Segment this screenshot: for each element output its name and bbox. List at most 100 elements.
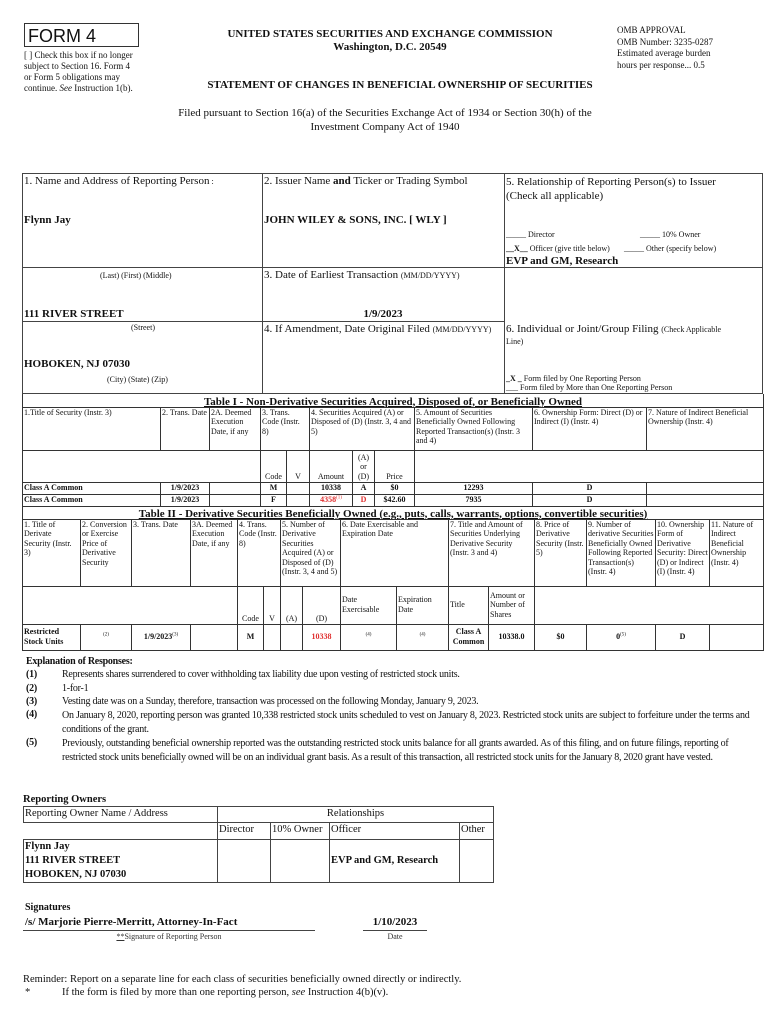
security-title: Class A Common [22,493,161,507]
table2-header: 11. Nature of Indirect Beneficial Owners… [708,518,765,587]
table1-header: 6. Ownership Form: Direct (D) or Indirec… [532,406,647,451]
footnote-ref[interactable]: (1) [336,495,342,501]
table1-subheader-amount: Amount [309,449,353,483]
table2-subheader-d: (D) [302,585,341,625]
box3-label: 3. Date of Earliest Transaction (MM/DD/Y… [264,269,460,282]
issuer-name: JOHN WILEY & SONS, INC. [ WLY ] [264,214,447,226]
blank-cell [656,586,710,624]
officer-title: EVP and GM, Research [506,255,619,267]
blank-cell [191,586,238,624]
derivative-price: $0 [534,623,587,651]
reporting-owners-table: Reporting Owner Name / Address Relations… [23,806,494,883]
explanation-heading: Explanation of Responses: [26,656,133,667]
v-flag [263,623,281,651]
box1-label: 1. Name and Address of Reporting Person … [24,175,214,188]
derivative-title: Restricted Stock Units [22,623,81,651]
security-title: Class A Common [22,481,161,495]
col-officer-header: Officer [329,822,460,840]
a-or-d: D [352,493,375,507]
street-hint: (Street) [131,323,155,332]
box3-label-small: (MM/DD/YYYY) [400,271,460,280]
director-checkbox[interactable]: _____ Director [506,230,555,239]
date-label: Date [387,932,403,941]
owned-following: 0(5) [586,623,656,651]
omb-approval: OMB APPROVAL OMB Number: 3235-0287 Estim… [617,25,713,71]
table1-subheader-a-or-d: (A) or (D) [352,449,375,483]
underlying-title: Class A Common [448,623,489,651]
amount-value: 10338 [321,483,341,493]
table2-subheader-expiration: Expiration Date [396,585,449,625]
multi-person-filing-checkbox[interactable]: ___ Form filed by More than One Reportin… [506,383,673,392]
deemed-date [209,481,261,495]
table1-subheader-price: Price [374,449,415,483]
note-line: or Form 5 obligations may [24,72,120,82]
officer-label: Officer (give title below) [527,244,610,253]
owner-line: 111 RIVER STREET [25,855,121,866]
box4-label-small: (MM/DD/YYYY) [432,325,492,334]
city-hint: (City) (State) (Zip) [107,375,168,384]
footnote-ref[interactable]: (3) [172,632,179,638]
footnote-star: * [25,987,31,998]
other-checkbox[interactable]: _____ Other (specify below) [624,244,717,253]
owner-name-address: Flynn Jay 111 RIVER STREET HOBOKEN, NJ 0… [23,839,218,883]
note-tail: Instruction 1(b). [72,83,133,93]
footnote-ref[interactable]: (4) [365,632,372,638]
blank-cell [414,450,533,482]
filed-pursuant-line2: Investment Company Act of 1940 [310,121,460,133]
transaction-code: M [260,481,287,495]
ownership-form: D [532,493,647,507]
ten-percent-owner-checkbox[interactable]: _____ 10% Owner [640,230,701,239]
table1-header: 2A. Deemed Execution Date, if any [209,406,261,451]
note-see: see [291,987,306,998]
table1-header: 1.Title of Security (Instr. 3) [22,406,161,451]
statement-title: STATEMENT OF CHANGES IN BENEFICIAL OWNER… [207,79,593,91]
owned-following: 12293 [414,481,533,495]
footnote-ref[interactable]: (2) [103,632,109,638]
transaction-code: M [237,623,264,651]
owner-line: Flynn Jay [25,841,70,852]
ownership-form: D [532,481,647,495]
footnote-ref[interactable]: (4) [419,632,426,638]
signature-label-text: Signature of Reporting Person [124,932,222,941]
box3-label-text: 3. Date of Earliest Transaction [264,269,401,281]
city-state-zip: HOBOKEN, NJ 07030 [24,358,131,370]
table-row: Class A Common 1/9/2023 F 4358(1) D $42.… [22,493,765,507]
one-person-filing-checkbox[interactable]: _X _ Form filed by One Reporting Person [506,374,641,383]
table-row: Flynn Jay 111 RIVER STREET HOBOKEN, NJ 0… [23,839,494,883]
conversion-price: (2) [80,623,132,651]
date-line [363,930,427,931]
box2-label-a: 2. Issuer Name [264,175,334,187]
signature-label: **Signature of Reporting Person [23,932,315,941]
table2-subheader-date-exercisable: Date Exercisable [340,585,397,625]
nature-of-ownership [645,481,765,495]
blank-cell [22,586,81,624]
table2-subheader-a: (A) [280,585,303,625]
table2-header: 4. Trans. Code (Instr. 8) [237,518,281,587]
omb-line: hours per response... 0.5 [617,59,705,70]
reporting-info-box [22,173,763,394]
table2-title: Table II - Derivative Securities Benefic… [21,506,765,519]
disposed: 10338 [302,623,341,651]
col-director-header: Director [217,822,271,840]
transaction-date: 1/9/2023 [160,481,210,495]
omb-line: Estimated average burden [617,48,711,58]
signature: /s/ Marjorie Pierre-Merritt, Attorney-In… [25,916,238,928]
table-row: Class A Common 1/9/2023 M 10338 A $0 122… [22,481,765,495]
nature-of-ownership [645,493,765,507]
nature-of-ownership [708,623,765,651]
table1-title: Table I - Non-Derivative Securities Acqu… [21,394,765,407]
blank-cell [161,450,210,482]
v-flag [286,481,310,495]
a-or-d: A [352,481,375,495]
box4-label: 4. If Amendment, Date Original Filed (MM… [264,323,491,336]
table1-header: 2. Trans. Date [160,406,210,451]
table2-header: 6. Date Exercisable and Expiration Date [340,518,449,587]
note-tail: Instruction 4(b)(v). [305,987,389,998]
price: $0 [374,481,415,495]
reminder-text: Reminder: Report on a separate line for … [23,974,462,985]
table2-header: 5. Number of Derivative Securities Acqui… [280,518,341,587]
officer-checkbox[interactable]: __X__ Officer (give title below) [506,244,610,253]
footnote-ref[interactable]: (5) [620,632,626,638]
transaction-code: F [260,493,287,507]
footnote-text: On January 8, 2020, reporting person was… [62,710,750,735]
